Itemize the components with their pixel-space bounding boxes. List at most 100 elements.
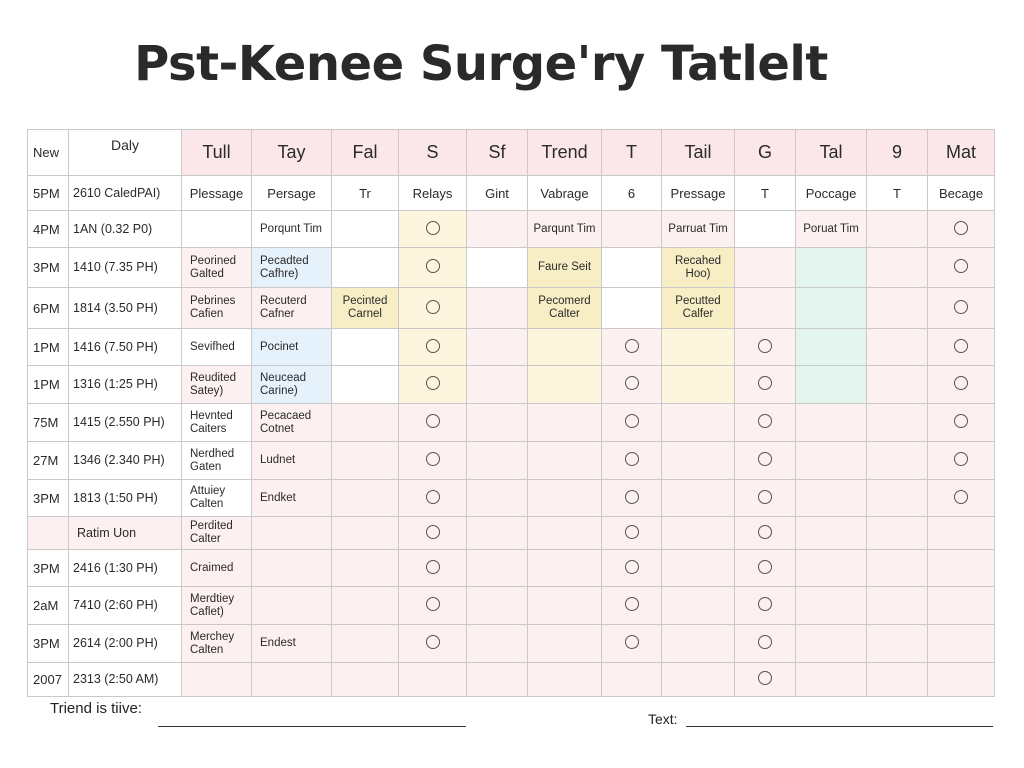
page-title: Pst-Kenee Surge'ry Tatlelt [134,36,828,92]
table-row: 2007 2313 (2:50 AM) [27,662,995,697]
cell [331,479,399,517]
checkbox-circle[interactable] [624,524,639,539]
cell [734,516,796,550]
checkbox-circle[interactable] [425,414,440,428]
cell [866,287,928,329]
row-time: 2007 [27,662,69,697]
cell-note: Pecinted Carnel [331,287,399,329]
row-date: 1813 (1:50 PH) [68,479,182,517]
checkbox-circle[interactable] [758,489,772,504]
surgery-table: New Daly Tull Tay Fal S Sf Trend T Tail … [27,129,995,697]
cell [795,516,867,550]
checkbox-circle[interactable] [425,524,440,539]
cell [661,365,735,404]
cell [466,549,528,587]
cell [734,365,796,404]
cell [866,210,928,248]
cell [251,586,332,625]
checkbox-circle[interactable] [425,338,440,353]
checkbox-circle[interactable] [624,597,639,611]
checkbox-circle[interactable] [425,220,440,235]
cell [927,287,995,329]
checkbox-circle[interactable] [758,452,772,466]
checkbox-circle[interactable] [624,414,639,428]
checkbox-circle[interactable] [758,635,772,649]
cell [398,287,467,329]
checkbox-circle[interactable] [624,338,639,353]
cell [331,441,399,480]
table-row: 1PM 1416 (7.50 PH) Sevifhed Pocinet [27,328,995,366]
checkbox-circle[interactable] [758,597,772,611]
cell [601,441,662,480]
checkbox-circle[interactable] [624,559,639,574]
signature-line-left[interactable] [158,726,466,727]
checkbox-circle[interactable] [425,635,440,649]
cell [795,247,867,288]
checkbox-circle[interactable] [758,376,772,390]
cell-note: Craimed [181,549,252,587]
cell [601,586,662,625]
cell [734,328,796,366]
cell [601,365,662,404]
cell [601,247,662,288]
cell [527,586,602,625]
row-time: 3PM [27,624,69,663]
checkbox-circle[interactable] [954,299,968,314]
checkbox-circle[interactable] [954,376,968,390]
signature-line-right[interactable] [686,726,993,727]
checkbox-circle[interactable] [954,414,968,428]
cell-note: Perdited Calter [181,516,252,550]
checkbox-circle[interactable] [758,559,772,574]
row-date: 1410 (7.35 PH) [68,247,182,288]
cell [866,365,928,404]
checkbox-circle[interactable] [954,220,968,235]
subheader-cell: Relays [398,175,467,211]
cell-note: Recahed Hoo) [661,247,735,288]
cell [734,210,796,248]
cell [795,479,867,517]
checkbox-circle[interactable] [758,524,772,539]
checkbox-circle[interactable] [425,597,440,611]
footer-right-label: Text: [648,711,678,727]
checkbox-circle[interactable] [954,259,968,273]
checkbox-circle[interactable] [425,376,440,390]
checkbox-circle[interactable] [624,376,639,390]
checkbox-circle[interactable] [624,489,639,504]
cell [398,516,467,550]
checkbox-circle[interactable] [425,489,440,504]
cell [466,479,528,517]
cell [398,328,467,366]
row-date: 1415 (2.550 PH) [68,403,182,442]
subheader-cell: Pressage [661,175,735,211]
col-header: Fal [331,129,399,176]
cell [927,586,995,625]
checkbox-circle[interactable] [954,489,968,504]
cell [927,403,995,442]
checkbox-circle[interactable] [425,259,440,273]
row-date: 1AN (0.32 P0) [68,210,182,248]
subheader-cell: Gint [466,175,528,211]
cell [527,479,602,517]
checkbox-circle[interactable] [425,559,440,574]
cell [734,624,796,663]
cell [251,662,332,697]
cell [331,662,399,697]
checkbox-circle[interactable] [425,452,440,466]
checkbox-circle[interactable] [425,299,440,314]
checkbox-circle[interactable] [624,452,639,466]
checkbox-circle[interactable] [954,338,968,353]
checkbox-circle[interactable] [758,671,772,685]
checkbox-circle[interactable] [758,414,772,428]
cell-note: Hevnted Caiters [181,403,252,442]
col-header-daily: Daly [68,129,182,176]
checkbox-circle[interactable] [758,338,772,353]
checkbox-circle[interactable] [624,635,639,649]
row-date: 7410 (2:60 PH) [68,586,182,625]
table-row: 3PM 1410 (7.35 PH) Peorined Galted Pecadted… [27,247,995,288]
cell [927,441,995,480]
cell [927,549,995,587]
checkbox-circle[interactable] [954,452,968,466]
col-header: Trend [527,129,602,176]
cell [795,328,867,366]
cell [661,479,735,517]
